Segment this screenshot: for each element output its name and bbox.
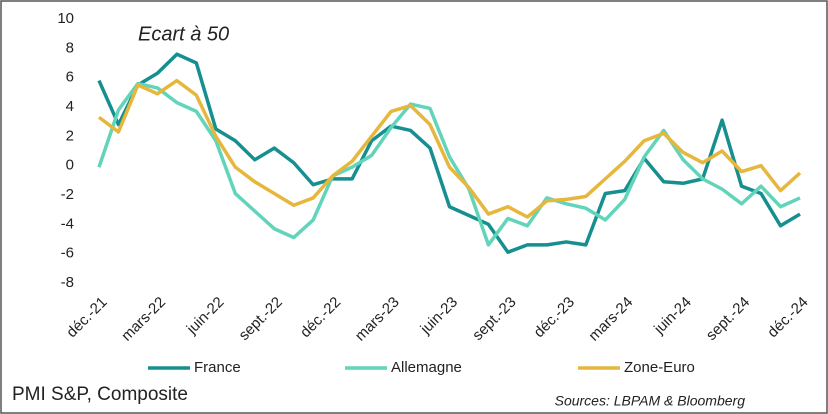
y-tick-label: -6 bbox=[61, 245, 74, 262]
y-tick-label: 0 bbox=[66, 157, 74, 174]
y-tick-label: -4 bbox=[61, 215, 74, 232]
chart-title: Ecart à 50 bbox=[138, 23, 229, 45]
y-tick-label: 8 bbox=[66, 39, 74, 56]
y-tick-label: 10 bbox=[57, 10, 74, 27]
y-tick-label: -2 bbox=[61, 186, 74, 203]
y-tick-label: 4 bbox=[66, 98, 74, 115]
source-note: Sources: LBPAM & Bloomberg bbox=[555, 393, 746, 409]
legend-label: Allemagne bbox=[391, 359, 462, 376]
y-tick-label: 6 bbox=[66, 69, 74, 86]
y-tick-label: 2 bbox=[66, 127, 74, 144]
series-line bbox=[97, 81, 801, 247]
series-line bbox=[97, 52, 801, 254]
legend-label: France bbox=[194, 359, 241, 376]
chart-subtitle: PMI S&P, Composite bbox=[12, 384, 188, 405]
series-line bbox=[97, 78, 802, 219]
legend-label: Zone-Euro bbox=[624, 359, 695, 376]
y-tick-label: -8 bbox=[61, 274, 74, 291]
